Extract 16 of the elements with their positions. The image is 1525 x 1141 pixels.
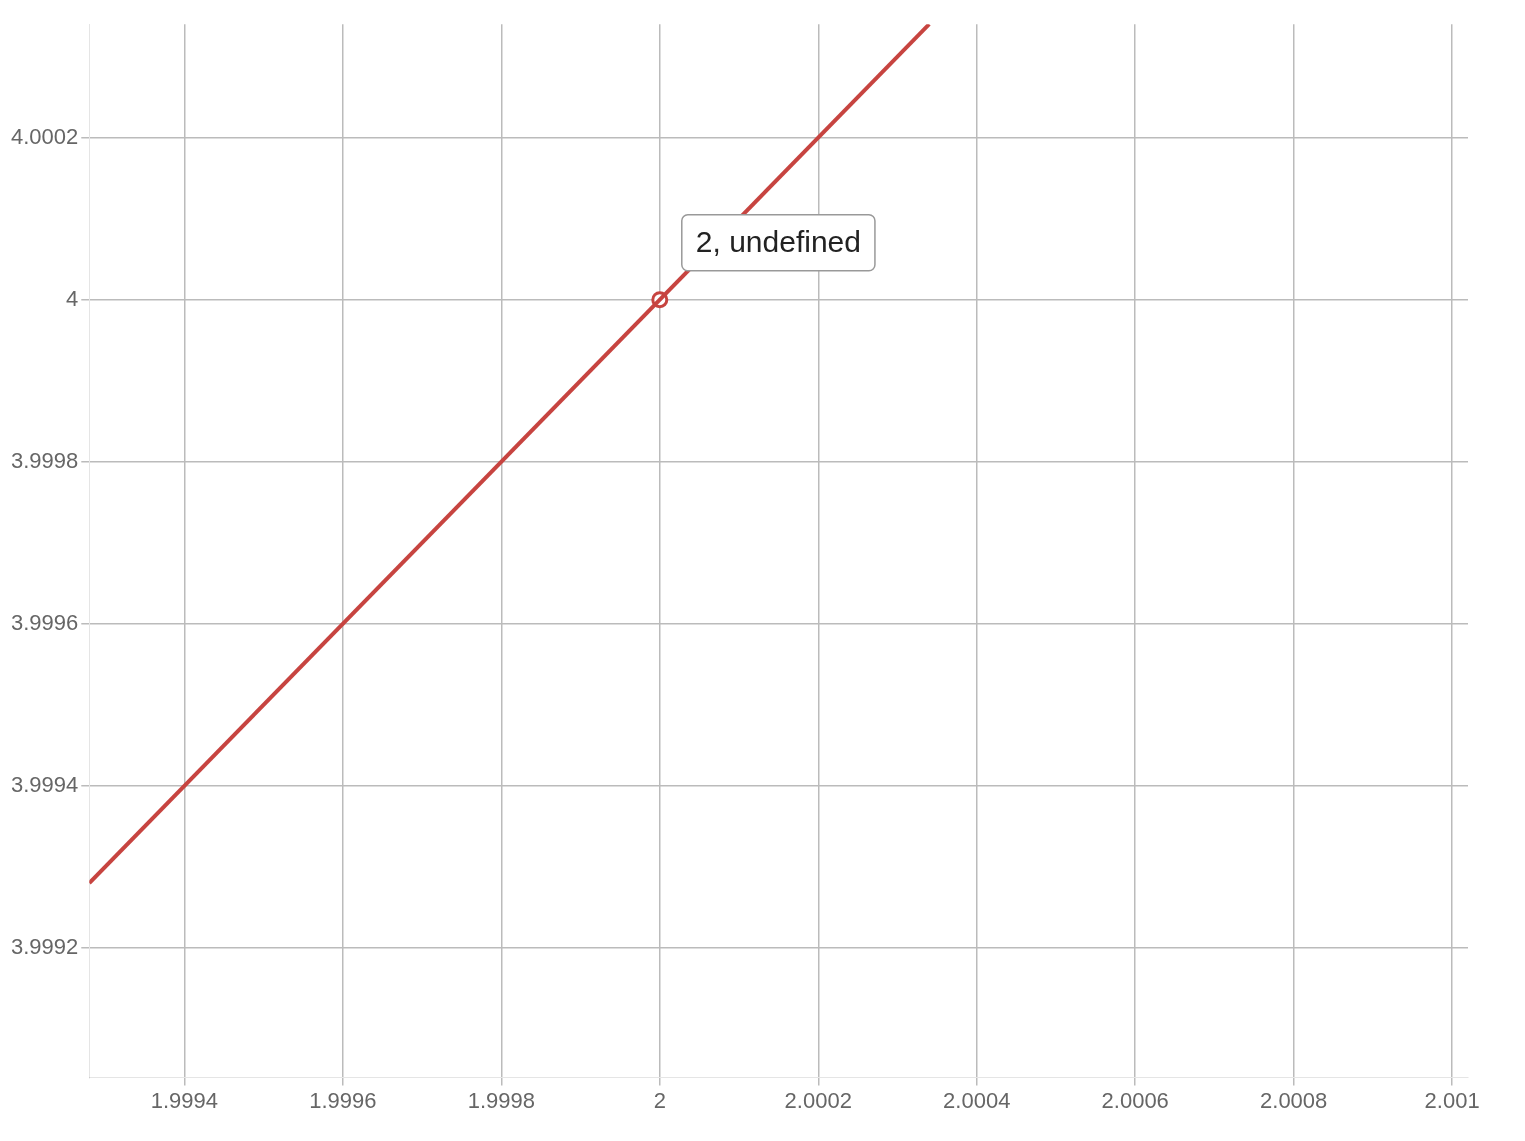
x-tick-label: 1.9994 [150, 1087, 219, 1113]
annotation: 2, undefined [695, 224, 861, 258]
x-tick-label: 2.0004 [943, 1087, 1011, 1113]
x-tick-label: 1.9996 [309, 1087, 377, 1113]
x-tick-label: 2.001 [1424, 1087, 1480, 1113]
y-tick-label: 4.0002 [10, 123, 79, 149]
x-tick-label: 1.9998 [467, 1087, 535, 1113]
x-tick-label: 2 [653, 1087, 666, 1113]
y-tick-label: 3.9992 [10, 934, 79, 960]
y-tick-label: 3.9996 [10, 609, 79, 635]
y-tick-label: 3.9998 [10, 447, 79, 473]
y-tick-label: 4 [66, 285, 79, 311]
y-tick-label: 3.9994 [10, 771, 79, 797]
x-tick-label: 2.0002 [784, 1087, 852, 1113]
x-tick-label: 2.0006 [1101, 1087, 1169, 1113]
x-tick-label: 2.0008 [1260, 1087, 1328, 1113]
